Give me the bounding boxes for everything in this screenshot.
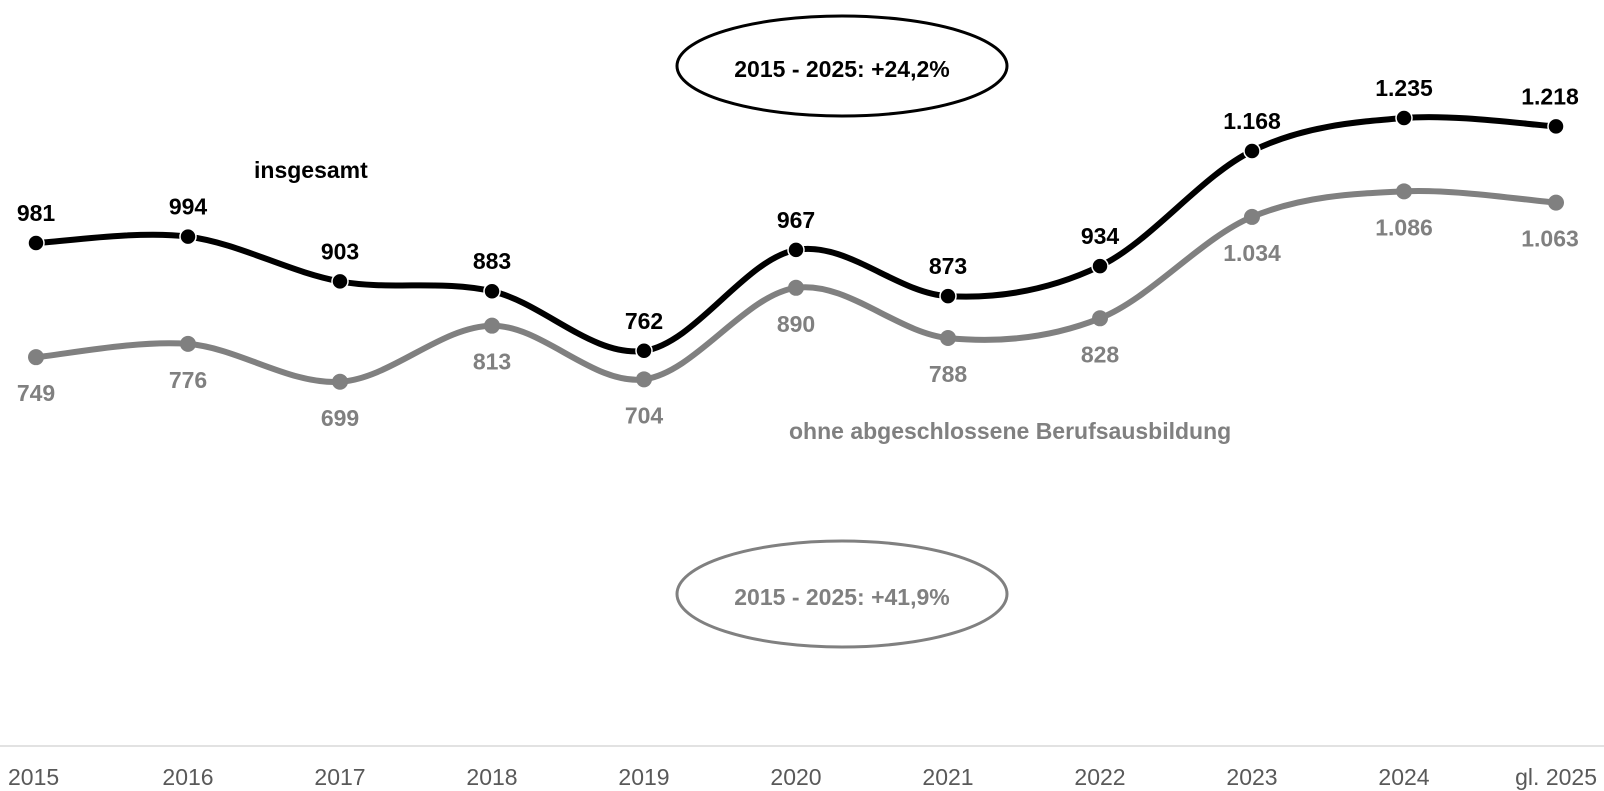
data-label: 934 (1081, 223, 1120, 249)
data-point (180, 335, 196, 352)
annotation-ellipse-total (675, 14, 1009, 118)
data-point (1548, 194, 1564, 211)
x-tick-labels: 2015 2016 2017 2018 2019 2020 2021 2022 2023 2024… (8, 764, 1597, 790)
data-label: 903 (321, 238, 359, 264)
data-label: 890 (777, 311, 815, 337)
series-label-insgesamt: insgesamt (254, 157, 368, 183)
data-label: 813 (473, 349, 511, 375)
data-point (1092, 310, 1108, 327)
value-labels: 981 994 903 883 762 967 873 934 1.168 1.235 1.218 7… (17, 75, 1579, 431)
data-label: 699 (321, 405, 359, 431)
data-point (332, 373, 348, 390)
data-point (788, 279, 804, 296)
data-point (484, 317, 500, 334)
annotation-ohne-change: 2015 - 2025: +41,9% (734, 584, 949, 610)
data-label: 1.063 (1521, 226, 1579, 252)
x-tick-label: 2021 (922, 764, 973, 790)
data-label: 1.235 (1375, 75, 1433, 101)
x-tick-label: 2020 (770, 764, 821, 790)
data-label: 828 (1081, 341, 1120, 367)
x-tick-label: 2022 (1074, 764, 1125, 790)
data-label: 1.034 (1223, 240, 1281, 266)
data-point (1244, 208, 1260, 225)
x-tick-label: 2017 (314, 764, 365, 790)
data-point (940, 329, 956, 346)
data-point (1091, 257, 1109, 275)
x-tick-label: 2016 (162, 764, 213, 790)
x-tick-label: 2015 (8, 764, 59, 790)
data-point (179, 227, 197, 246)
data-label: 1.218 (1521, 83, 1579, 109)
data-point (636, 371, 652, 388)
data-point (1547, 117, 1565, 136)
data-point (1395, 109, 1413, 127)
data-point (787, 241, 805, 259)
annotation-ellipse-ohne (675, 539, 1009, 649)
data-label: 883 (473, 248, 511, 274)
x-tick-label: 2018 (466, 764, 517, 790)
data-label: 873 (929, 253, 967, 279)
data-label: 704 (625, 402, 664, 428)
x-tick-label: 2019 (618, 764, 669, 790)
data-label: 788 (929, 361, 968, 387)
data-label: 776 (169, 367, 207, 393)
data-label: 994 (169, 194, 208, 220)
data-point (1396, 183, 1412, 200)
data-points (27, 109, 1565, 390)
data-label: 967 (777, 207, 815, 233)
data-point (28, 349, 44, 366)
series-label-ohne-abgeschlossene-berufsausbildung: ohne abgeschlossene Berufsausbildung (789, 418, 1231, 444)
annotation-total-change: 2015 - 2025: +24,2% (734, 56, 949, 82)
x-tick-label: gl. 2025 (1515, 764, 1597, 790)
data-point (483, 282, 501, 300)
data-point (331, 272, 349, 291)
x-tick-label: 2023 (1226, 764, 1277, 790)
data-label: 981 (17, 200, 56, 226)
data-label: 1.086 (1375, 214, 1433, 240)
data-label: 1.168 (1223, 108, 1281, 134)
data-point (939, 287, 957, 305)
data-point (635, 342, 653, 360)
data-point (1243, 142, 1261, 160)
data-point (27, 234, 45, 252)
data-label: 762 (625, 308, 663, 334)
x-tick-label: 2024 (1378, 764, 1429, 790)
data-label: 749 (17, 380, 55, 406)
